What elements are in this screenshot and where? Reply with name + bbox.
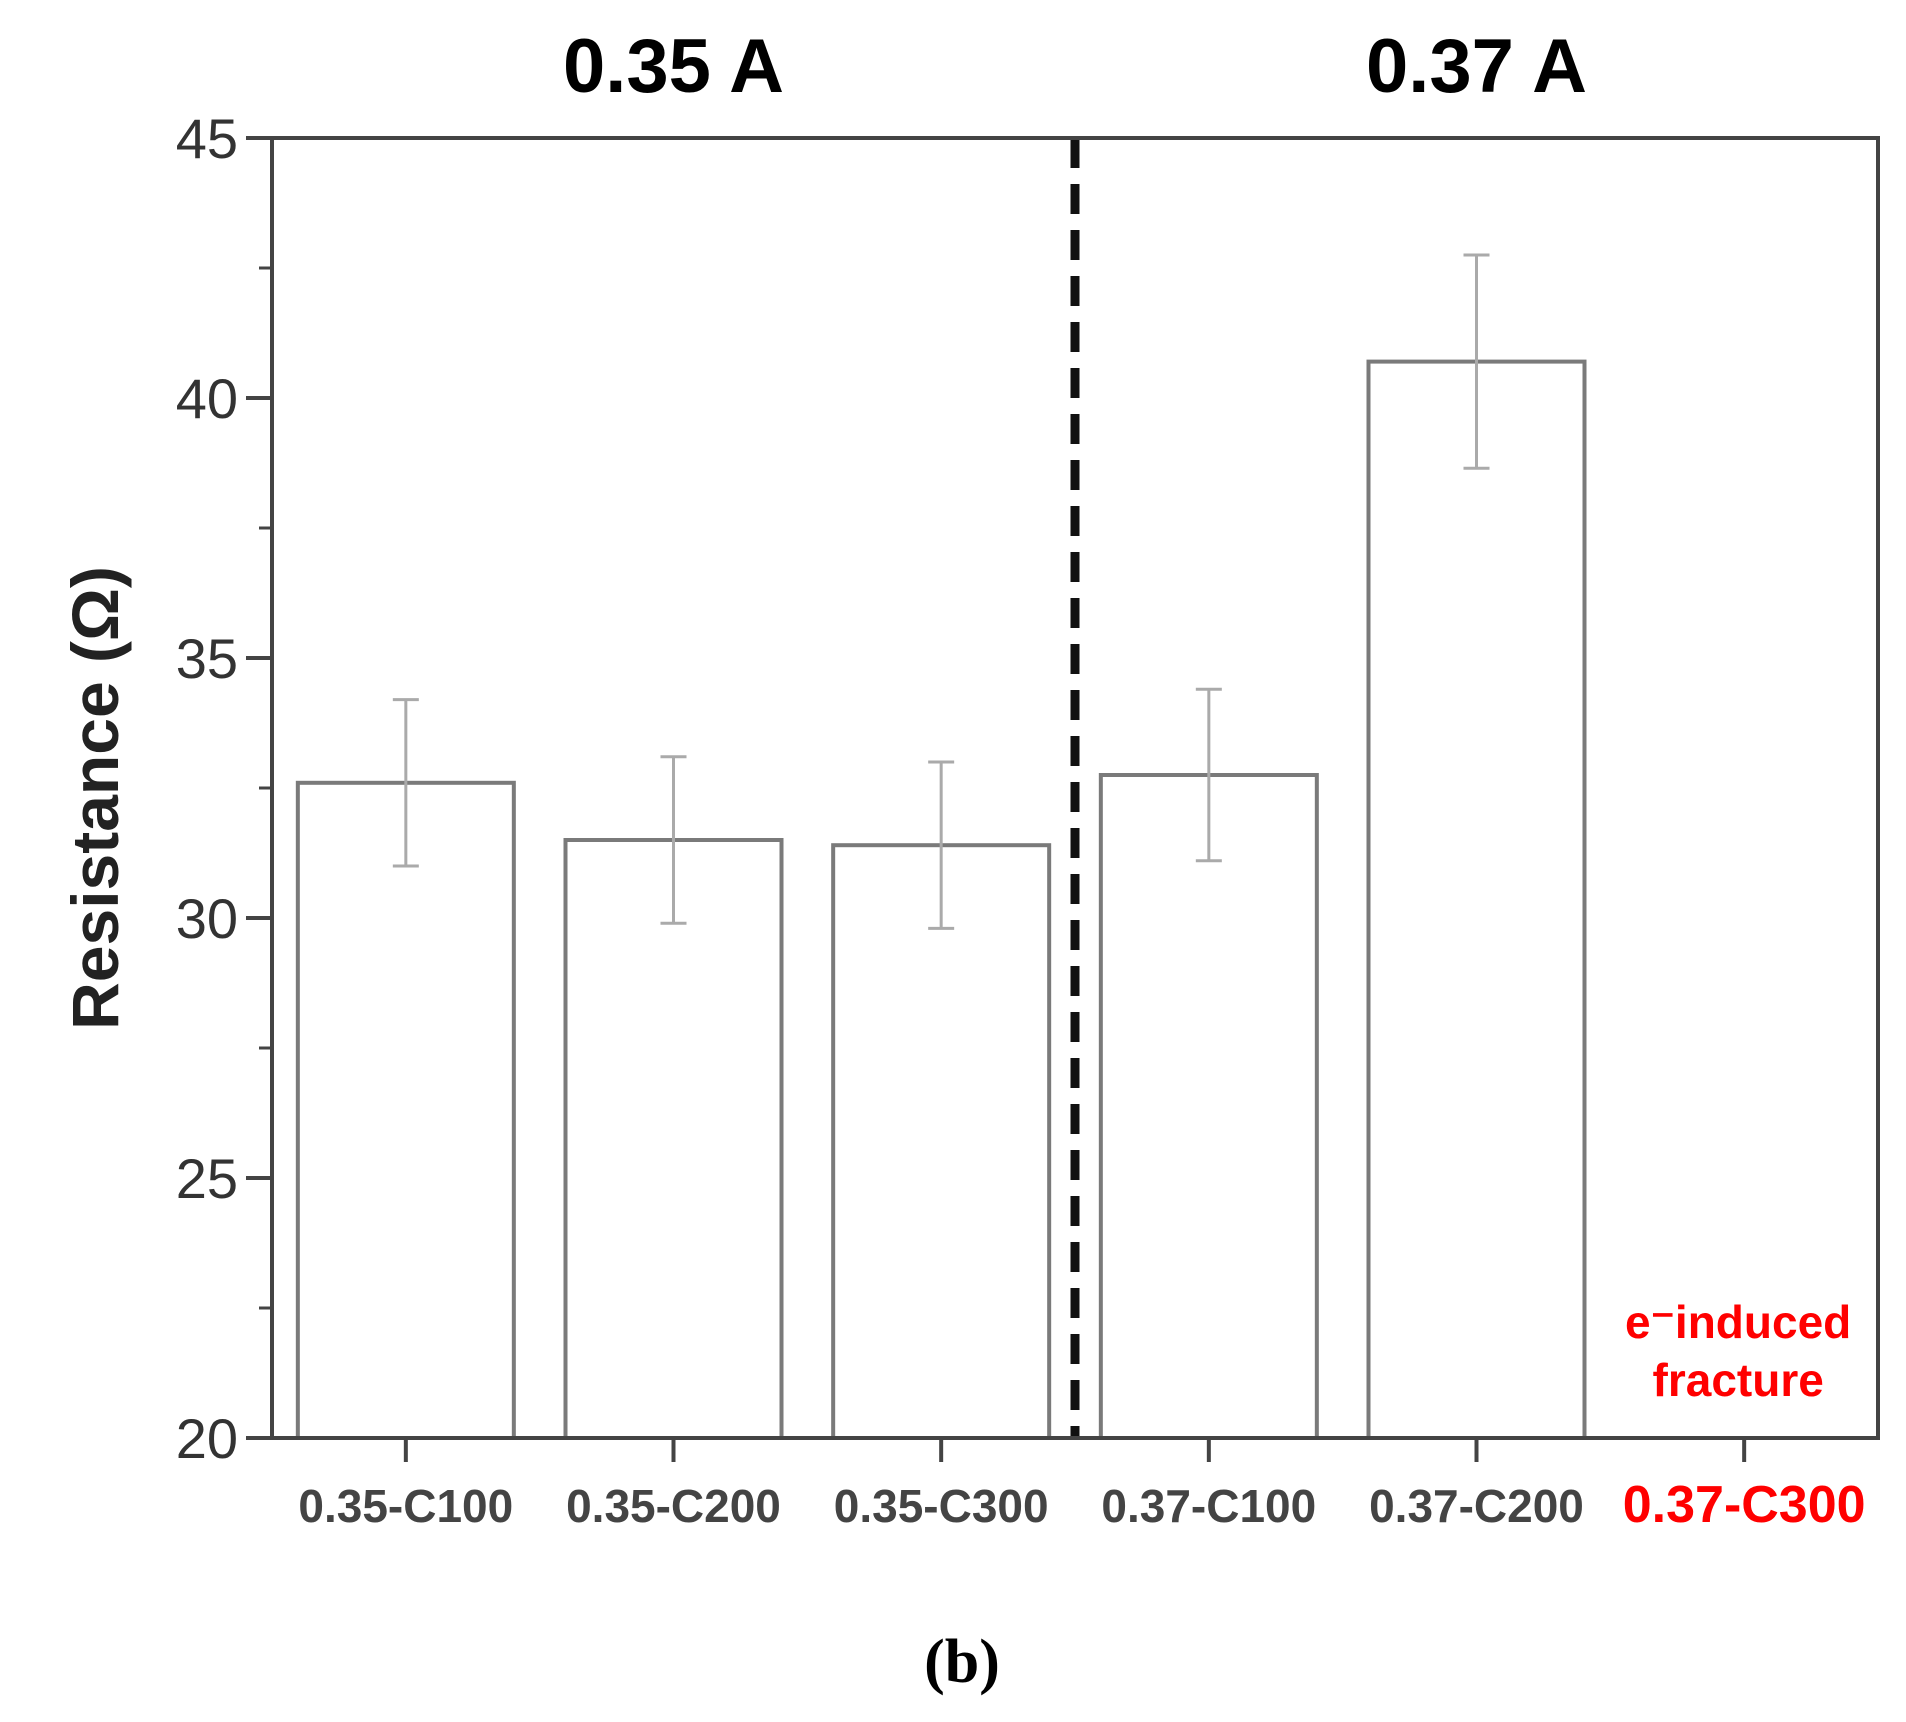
x-axis: 0.35-C100 0.35-C200 0.35-C300 0.37-C100 0.37… xyxy=(298,1438,1866,1534)
annotation-line-2: fracture xyxy=(1653,1354,1824,1406)
bar-0.35-C300 xyxy=(831,843,1052,1440)
error-bar-0.35-C200 xyxy=(660,755,687,925)
x-tick-label-0.37-C100: 0.37-C100 xyxy=(1101,1480,1316,1532)
y-tick-label: 35 xyxy=(176,627,238,690)
y-tick-label: 40 xyxy=(176,367,238,430)
bar-0.35-C100 xyxy=(295,780,516,1440)
bar-0.37-C200 xyxy=(1366,359,1587,1441)
bar-0.37-C100 xyxy=(1098,773,1319,1440)
y-axis: 20 25 30 35 40 45 xyxy=(176,107,272,1470)
error-bar-0.37-C200 xyxy=(1463,253,1490,470)
group-label-1: 0.37 A xyxy=(1366,24,1587,109)
x-tick-label-0.37-C300: 0.37-C300 xyxy=(1623,1476,1866,1534)
x-tick-label-0.35-C300: 0.35-C300 xyxy=(834,1480,1049,1532)
x-tick-label-0.37-C200: 0.37-C200 xyxy=(1369,1480,1584,1532)
y-axis-label: Resistance (Ω) xyxy=(58,566,132,1030)
panel-label: (b) xyxy=(924,1628,1000,1696)
y-tick-label: 25 xyxy=(176,1147,238,1210)
error-bar-0.35-C100 xyxy=(392,698,419,868)
error-bar-0.35-C300 xyxy=(928,760,955,930)
x-tick-label-0.35-C200: 0.35-C200 xyxy=(566,1480,781,1532)
annotation-line-1: e⁻induced xyxy=(1625,1296,1851,1348)
y-tick-label: 30 xyxy=(176,887,238,950)
error-bars xyxy=(392,253,1490,930)
group-labels: 0.35 A 0.37 A xyxy=(563,24,1587,109)
y-tick-label: 45 xyxy=(176,107,238,170)
error-bar-0.37-C100 xyxy=(1195,687,1222,863)
y-tick-label: 20 xyxy=(176,1407,238,1470)
group-label-0: 0.35 A xyxy=(563,24,784,109)
bar-0.35-C200 xyxy=(563,838,784,1440)
x-tick-label-0.35-C100: 0.35-C100 xyxy=(298,1480,513,1532)
fracture-annotation: e⁻induced fracture xyxy=(1625,1296,1851,1406)
